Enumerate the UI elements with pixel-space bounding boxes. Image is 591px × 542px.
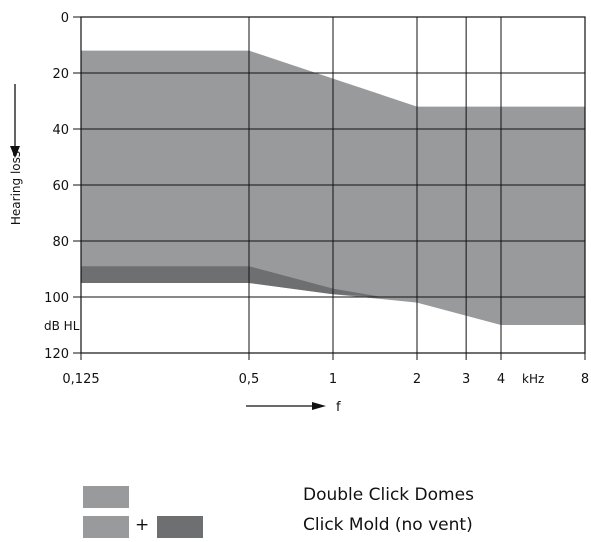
x-tick-label: 0,5 (239, 372, 260, 387)
y-axis-label: Hearing loss (9, 151, 23, 225)
y-tick-label: 80 (52, 235, 69, 250)
x-tick-label: 2 (413, 372, 421, 387)
swatch-mold-base (83, 516, 129, 538)
x-tick-label: 8 (581, 372, 589, 387)
x-tick-label: 3 (462, 372, 470, 387)
x-tick-label: 1 (329, 372, 337, 387)
y-axis-arrow-head (10, 146, 20, 158)
y-tick-label: 0 (61, 11, 69, 26)
y-tick-label: 100 (44, 291, 69, 306)
x-axis-arrow-head (312, 402, 326, 410)
y-tick-label: 40 (52, 123, 69, 138)
x-unit-label: kHz (522, 372, 544, 386)
swatch-mold-extra (157, 516, 203, 538)
x-tick-label: 4 (497, 372, 505, 387)
x-axis-title: f (246, 400, 341, 415)
x-tick-label: 0,125 (62, 372, 99, 387)
legend-label-mold: Click Mold (no vent) (303, 515, 473, 535)
y-tick-label: 120 (44, 347, 69, 362)
y-unit-label: dB HL (44, 319, 80, 333)
legend-label-domes: Double Click Domes (303, 485, 474, 505)
y-tick-label: 20 (52, 67, 69, 82)
legend-plus: + (135, 515, 150, 535)
y-axis-title: Hearing loss (9, 84, 23, 225)
x-axis-label: f (336, 400, 341, 415)
ticks (73, 16, 586, 360)
range-area-click-mold (81, 266, 383, 297)
swatch-domes (83, 486, 129, 508)
y-tick-label: 60 (52, 179, 69, 194)
tick-labels: 0 20 40 60 80 100 120 0,125 0,5 1 2 3 4 8 (44, 11, 589, 387)
